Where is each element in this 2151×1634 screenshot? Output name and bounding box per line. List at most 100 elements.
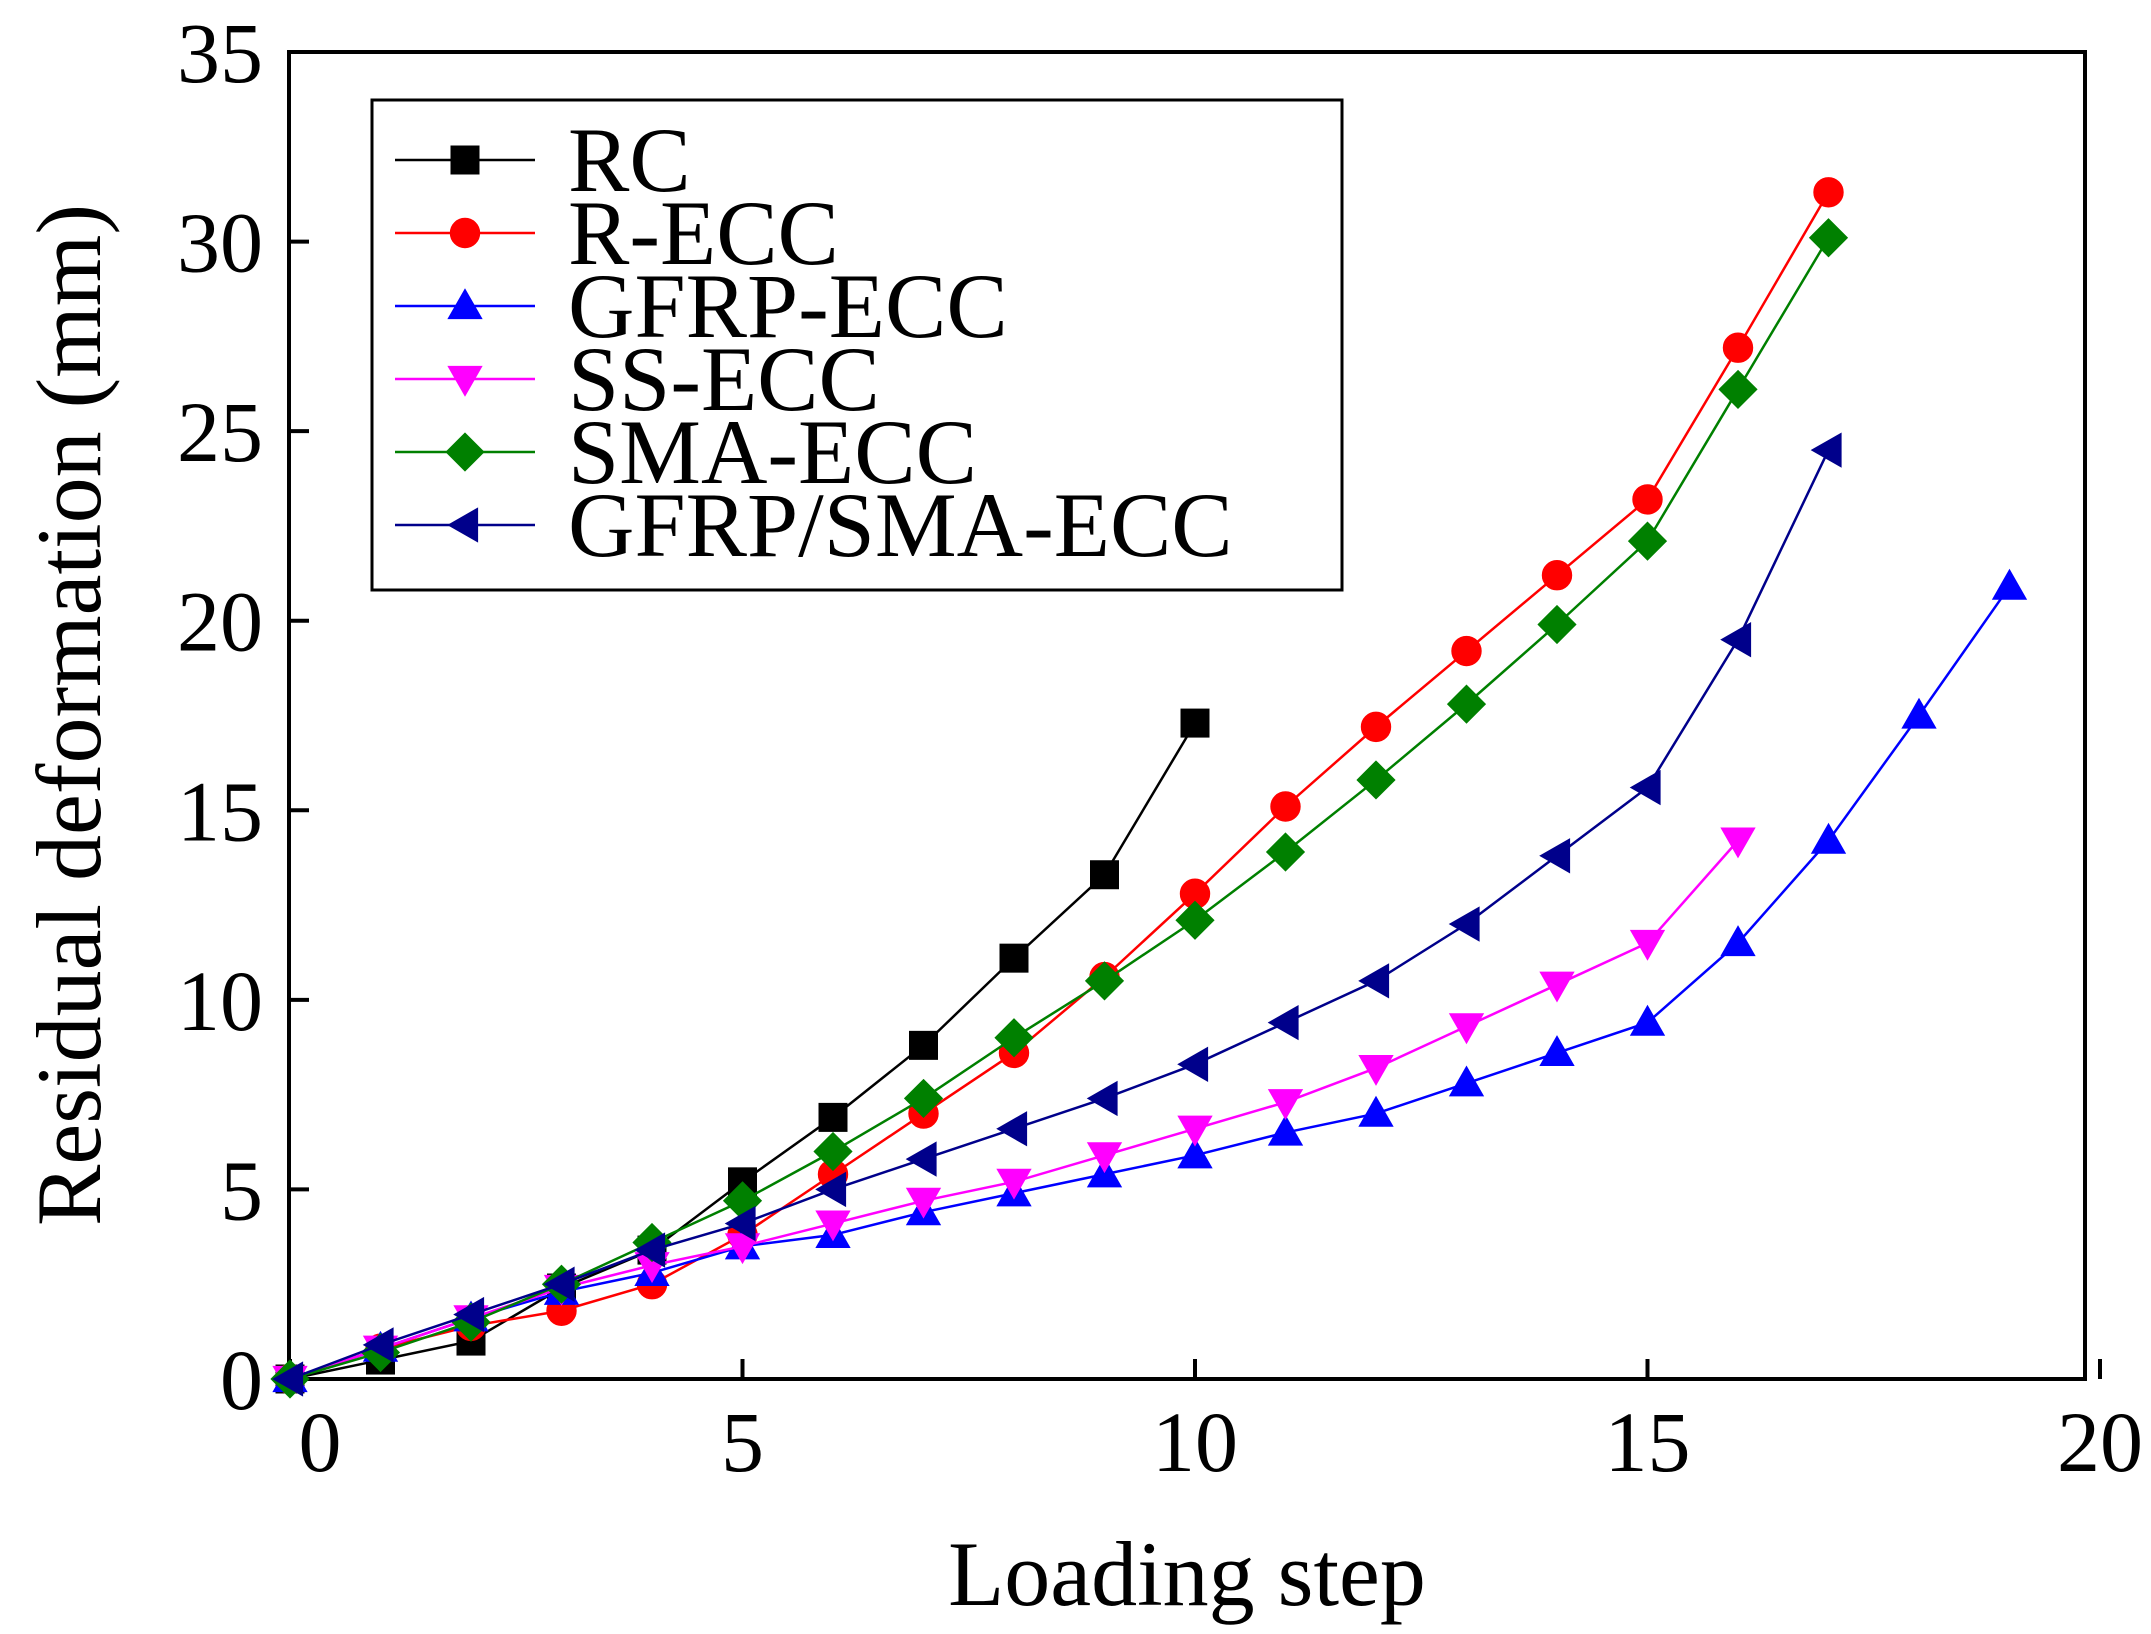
data-point-gfrp-ecc [1177,1137,1213,1169]
data-point-gfrp-sma-ecc [1086,1080,1118,1117]
x-tick-label: 15 [1605,1394,1691,1490]
data-point-ss-ecc [1720,827,1756,859]
data-point-r-ecc [1632,484,1663,515]
data-point-sma-ecc [903,1078,944,1119]
data-point-gfrp-ecc [1901,697,1937,729]
data-point-r-ecc [1722,332,1754,363]
data-point-gfrp-sma-ecc [724,1205,756,1242]
y-tick-label: 5 [220,1142,263,1238]
x-axis-label: Loading step [948,1523,1426,1625]
data-point-gfrp-sma-ecc [1358,963,1390,999]
data-point-gfrp-sma-ecc [815,1171,847,1208]
data-point-sma-ecc [1718,369,1758,410]
legend-item-sma-ecc: SMA-ECC [395,401,977,503]
data-point-rc [999,943,1029,973]
data-point-gfrp-sma-ecc [905,1141,937,1177]
data-point-ss-ecc [1177,1115,1213,1147]
legend-label: R-ECC [568,182,839,284]
x-tick-label: 20 [2057,1394,2143,1490]
data-point-sma-ecc [1356,760,1396,800]
data-point-gfrp-ecc [1991,568,2028,600]
data-point-gfrp-ecc [1810,822,1847,854]
legend-box [370,98,1344,592]
data-point-r-ecc [1451,635,1482,667]
data-point-gfrp-ecc [1539,1035,1575,1067]
legend-item-ss-ecc: SS-ECC [395,328,880,430]
y-tick-label: 20 [177,574,263,670]
data-point-gfrp-ecc [1720,925,1756,957]
legend-label: GFRP-ECC [568,255,1008,357]
data-point-sma-ecc [1084,961,1125,1001]
data-point-gfrp-sma-ecc [634,1232,666,1268]
y-tick-label: 25 [177,384,263,480]
data-point-gfrp-sma-ecc [1539,838,1571,874]
data-point-gfrp-ecc [1448,1065,1485,1097]
data-point-gfrp-sma-ecc [362,1327,394,1363]
y-tick-label: 15 [177,763,263,859]
data-point-sma-ecc [994,1018,1034,1058]
data-point-gfrp-ecc [1629,1004,1666,1036]
series-line-r-ecc [289,191,1830,1381]
x-axis-ticks: 0 5 10 15 20 [288,1359,2143,1490]
y-tick-label: 0 [220,1332,263,1428]
data-point-sma-ecc [1537,604,1577,645]
data-point-gfrp-sma-ecc [996,1111,1028,1147]
x-tick-label: 0 [299,1394,342,1490]
data-point-ss-ecc [905,1187,942,1219]
data-point-rc [818,1102,848,1132]
data-point-rc [1090,860,1119,890]
data-point-sma-ecc [1627,521,1668,561]
legend-marker [445,432,485,472]
data-point-sma-ecc [1175,900,1215,940]
data-point-sma-ecc [1446,684,1487,724]
series-line-gfrp-sma-ecc [289,449,1830,1381]
data-point-r-ecc [1813,177,1844,208]
data-point-gfrp-sma-ecc [1810,432,1842,468]
legend-marker [447,365,483,397]
legend-marker [450,145,480,175]
y-axis-ticks: 0 5 10 15 20 25 30 35 [177,5,309,1428]
x-tick-label: 10 [1152,1394,1238,1490]
data-point-r-ecc [1270,791,1301,822]
data-point-ss-ecc [1086,1142,1123,1174]
y-tick-label: 35 [177,5,263,101]
series-layer [270,177,2028,1399]
data-point-gfrp-sma-ecc [1267,1004,1299,1041]
data-point-sma-ecc [1265,832,1306,872]
data-point-r-ecc [1360,711,1392,743]
data-point-gfrp-ecc [1358,1095,1394,1127]
legend-marker [447,507,479,543]
legend-label: SS-ECC [568,328,880,430]
data-point-rc [909,1030,938,1060]
data-point-gfrp-sma-ecc [453,1296,485,1333]
legend-label: GFRP/SMA-ECC [568,474,1233,576]
data-point-r-ecc [1541,560,1573,591]
data-point-rc [1180,708,1210,738]
y-tick-label: 10 [177,953,263,1049]
data-point-gfrp-ecc [1267,1114,1304,1146]
data-point-sma-ecc [813,1131,853,1172]
data-point-ss-ecc [1539,971,1575,1003]
y-tick-label: 30 [177,195,263,291]
legend-item-rc: RC [395,109,691,211]
data-point-ss-ecc [1448,1013,1485,1045]
legend-label: SMA-ECC [568,401,977,503]
data-point-gfrp-sma-ecc [272,1361,304,1397]
data-point-gfrp-sma-ecc [1448,906,1480,942]
legend-item-gfrp-ecc: GFRP-ECC [395,255,1008,357]
y-axis-label: Residual deformation (mm) [18,204,120,1226]
data-point-gfrp-sma-ecc [543,1266,575,1302]
data-point-gfrp-sma-ecc [1720,622,1752,658]
data-point-ss-ecc [996,1168,1032,1200]
data-point-ss-ecc [1267,1089,1304,1121]
data-point-gfrp-sma-ecc [1629,769,1661,806]
legend-item-r-ecc: R-ECC [395,182,839,284]
legend-marker [449,217,481,249]
data-point-ss-ecc [1358,1055,1394,1086]
legend-label: RC [568,109,691,211]
data-point-ss-ecc [815,1210,851,1242]
data-point-ss-ecc [1629,929,1666,961]
legend-item-gfrp-sma-ecc: GFRP/SMA-ECC [395,474,1233,576]
